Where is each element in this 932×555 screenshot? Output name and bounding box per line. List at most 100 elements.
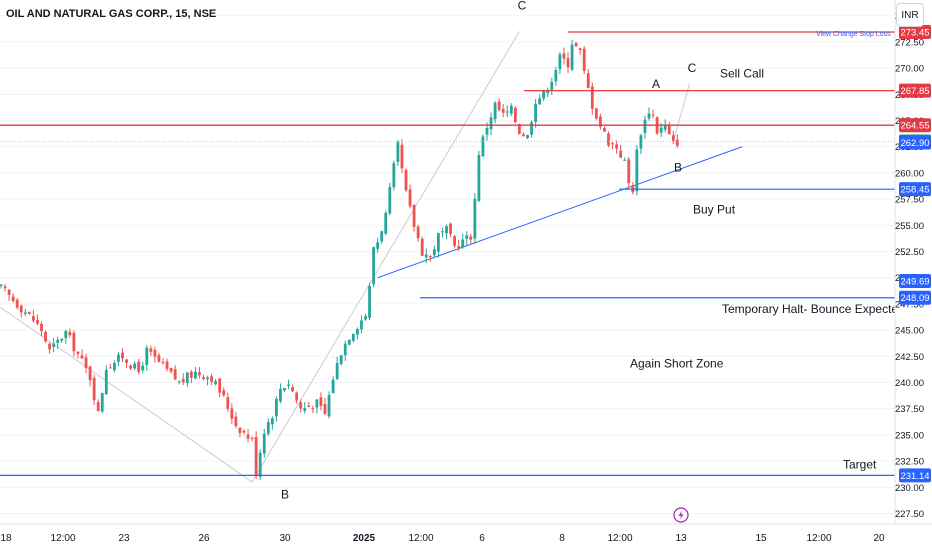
candle-body	[113, 362, 116, 371]
candle-body	[404, 169, 408, 191]
candle-body	[335, 362, 339, 379]
y-tick-label: 245.00	[895, 326, 924, 337]
candle-body	[15, 299, 19, 308]
candle-body	[461, 239, 465, 248]
candle-body	[376, 242, 380, 249]
candle-body	[534, 104, 537, 122]
candle-body	[647, 113, 651, 119]
candle-body	[117, 354, 120, 362]
candle-body	[27, 311, 31, 314]
candle-body	[218, 378, 222, 393]
candle-body	[538, 98, 542, 105]
candle-body	[250, 437, 254, 439]
short-zone-label: Again Short Zone	[630, 357, 724, 371]
candle-body	[145, 347, 149, 365]
y-tick-label: 235.00	[895, 430, 924, 441]
x-tick-label: 15	[755, 533, 767, 544]
wave-c-label: C	[518, 0, 527, 12]
candle-body	[372, 247, 375, 285]
candle-body	[562, 53, 566, 59]
price-tag-label: 248.09	[900, 293, 929, 304]
y-tick-label: 255.00	[895, 221, 924, 232]
candle-body	[210, 376, 213, 382]
x-tick-label: 18	[0, 533, 12, 544]
candle-body	[121, 352, 124, 359]
candle-body	[275, 398, 278, 417]
candle-body	[550, 81, 554, 90]
candle-body	[299, 402, 303, 409]
candle-body	[307, 405, 311, 407]
support-trendline[interactable]	[377, 146, 743, 279]
candle-body	[428, 256, 432, 258]
x-tick-label: 30	[279, 533, 291, 544]
candle-body	[64, 330, 68, 339]
candle-body	[542, 90, 546, 99]
price-tag	[899, 182, 931, 197]
wave-b-label: B	[674, 161, 682, 175]
x-tick-label: 12:00	[607, 533, 632, 544]
candle-body	[554, 69, 558, 82]
candle-body	[416, 226, 420, 239]
candle-body	[574, 42, 578, 47]
candle-body	[635, 149, 639, 192]
candle-body	[400, 144, 404, 169]
price-tag-label: 262.90	[900, 138, 929, 149]
price-tag	[899, 468, 931, 483]
candle-body	[522, 134, 525, 137]
candle-body	[189, 371, 193, 378]
candle-body	[368, 286, 371, 318]
price-tag-label: 264.55	[900, 121, 929, 132]
candle-body	[319, 397, 323, 406]
candle-body	[194, 371, 197, 379]
trend-guide-line	[251, 31, 520, 483]
candle-body	[599, 116, 602, 127]
candle-body	[125, 359, 128, 363]
y-tick-label: 232.50	[895, 457, 924, 468]
candle-body	[546, 91, 550, 94]
candle-body	[262, 433, 266, 454]
currency-button[interactable]: INR	[896, 3, 924, 27]
y-tick-label: 237.50	[895, 404, 924, 415]
wave-a-label: A	[652, 77, 660, 91]
candle-body	[667, 125, 671, 134]
candle-body	[481, 136, 485, 157]
candle-body	[453, 236, 456, 246]
x-tick-label: 13	[675, 533, 687, 544]
candle-body	[611, 143, 614, 145]
wave-b-label: B	[281, 488, 289, 502]
candle-body	[627, 159, 631, 184]
candle-body	[198, 372, 201, 376]
candle-body	[92, 377, 96, 401]
y-tick-label: 230.00	[895, 483, 924, 494]
candle-body	[663, 124, 667, 130]
candle-body	[639, 135, 643, 149]
candle-body	[651, 114, 655, 116]
candle-body	[477, 154, 481, 201]
candle-body	[356, 329, 359, 335]
candle-body	[177, 381, 181, 383]
candle-body	[607, 133, 610, 146]
candle-body	[586, 73, 590, 88]
candle-body	[19, 305, 23, 313]
x-tick-label: 8	[559, 533, 565, 544]
candle-body	[206, 377, 209, 380]
y-tick-label: 227.50	[895, 509, 924, 520]
candle-body	[485, 128, 489, 135]
candle-body	[68, 331, 72, 336]
candle-body	[623, 159, 627, 161]
candle-body	[242, 430, 246, 433]
candle-body	[505, 111, 509, 113]
stop-loss-label: View Change Stop Loss	[816, 31, 891, 38]
candle-body	[603, 127, 606, 132]
candle-body	[23, 312, 27, 314]
price-tag-label: 267.85	[900, 86, 929, 97]
price-tag	[899, 273, 931, 288]
candle-body	[441, 231, 444, 233]
candle-body	[582, 48, 586, 71]
candle-body	[266, 422, 270, 434]
candle-body	[291, 387, 294, 392]
candle-body	[222, 390, 226, 396]
candle-body	[0, 284, 3, 286]
